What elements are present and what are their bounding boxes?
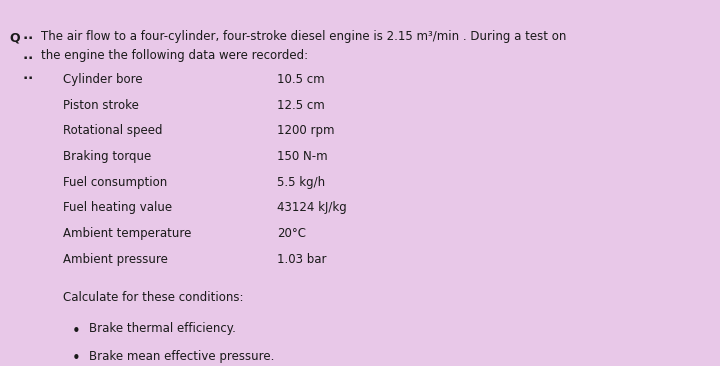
Text: ▪: ▪ (29, 75, 32, 80)
Text: Piston stroke: Piston stroke (63, 99, 139, 112)
Text: ▪: ▪ (24, 75, 27, 80)
Text: •: • (72, 324, 81, 339)
Text: The air flow to a four-cylinder, four-stroke diesel engine is 2.15 m³/min . Duri: The air flow to a four-cylinder, four-st… (41, 30, 567, 43)
Text: 1200 rpm: 1200 rpm (277, 124, 335, 138)
Text: 12.5 cm: 12.5 cm (277, 99, 325, 112)
Text: Brake mean effective pressure.: Brake mean effective pressure. (89, 350, 274, 363)
Text: Brake thermal efficiency.: Brake thermal efficiency. (89, 322, 235, 335)
Text: Braking torque: Braking torque (63, 150, 152, 163)
Text: 10.5 cm: 10.5 cm (277, 73, 325, 86)
Text: •: • (72, 351, 81, 366)
Text: Q: Q (9, 31, 20, 44)
Text: ▪: ▪ (24, 35, 27, 40)
Text: Rotational speed: Rotational speed (63, 124, 163, 138)
Text: 20°C: 20°C (277, 227, 306, 240)
Text: Ambient temperature: Ambient temperature (63, 227, 192, 240)
Text: Fuel consumption: Fuel consumption (63, 176, 168, 189)
Text: 150 N-m: 150 N-m (277, 150, 328, 163)
Text: Calculate for these conditions:: Calculate for these conditions: (63, 291, 244, 304)
Text: ▪: ▪ (29, 55, 32, 60)
Text: Ambient pressure: Ambient pressure (63, 253, 168, 266)
Text: 1.03 bar: 1.03 bar (277, 253, 327, 266)
Text: ▪: ▪ (24, 55, 27, 60)
Text: ▪: ▪ (29, 35, 32, 40)
Text: the engine the following data were recorded:: the engine the following data were recor… (41, 49, 308, 63)
Text: 43124 kJ/kg: 43124 kJ/kg (277, 201, 347, 214)
Text: Fuel heating value: Fuel heating value (63, 201, 173, 214)
Text: 5.5 kg/h: 5.5 kg/h (277, 176, 325, 189)
Text: Cylinder bore: Cylinder bore (63, 73, 143, 86)
